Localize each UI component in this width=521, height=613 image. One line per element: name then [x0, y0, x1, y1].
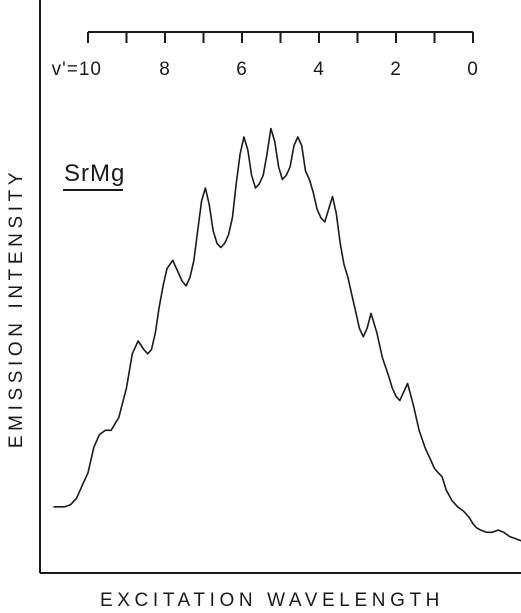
scale-labels: v'=10 8 6 4 2 0 — [52, 59, 479, 80]
emission-spectrum-line — [53, 127, 521, 542]
scale-label: 6 — [236, 59, 248, 80]
scale-label: 8 — [159, 59, 171, 80]
y-axis-label: EMISSION INTENSITY — [6, 168, 27, 448]
vibrational-scale: v'=10 8 6 4 2 0 — [52, 31, 479, 80]
spectrum-label: SrMg — [64, 160, 125, 187]
x-axis-label: EXCITATION WAVELENGTH — [100, 590, 444, 611]
scale-label: 2 — [390, 59, 402, 80]
scale-label: v'=10 — [52, 59, 102, 80]
scale-label: 0 — [467, 59, 479, 80]
scale-label: 4 — [313, 59, 325, 80]
scale-ticks — [87, 32, 474, 43]
